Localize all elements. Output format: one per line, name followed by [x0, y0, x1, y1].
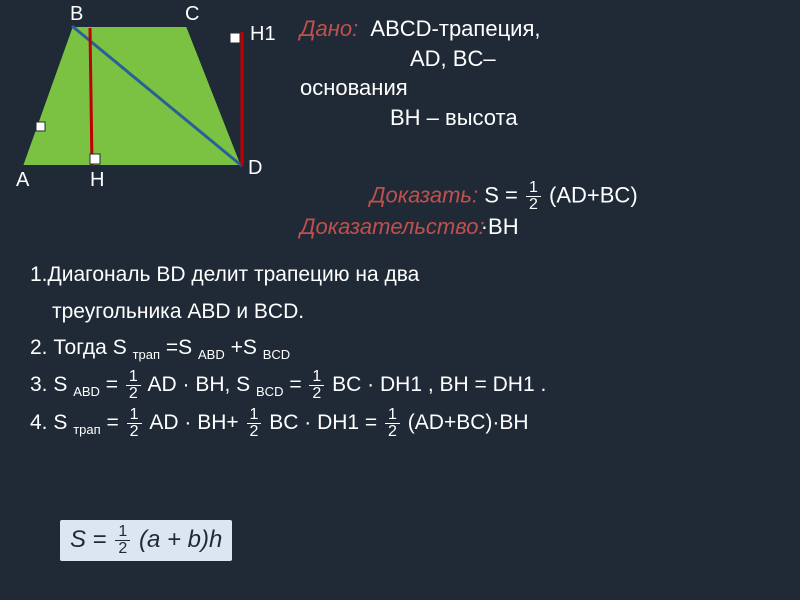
- s2s2: ABD: [198, 347, 225, 362]
- s4e: (AD+BC)·BH: [408, 411, 529, 434]
- fn3: 1: [127, 407, 142, 424]
- svg-text:H: H: [90, 169, 104, 191]
- half-4c: 1 2: [385, 407, 400, 440]
- fd4: 2: [247, 424, 262, 440]
- proof-steps: 1.Диагональ BD делит трапецию на два тре…: [30, 255, 770, 444]
- s3c: AD · BH, S: [147, 373, 250, 396]
- given-1: ABCD-трапеция,: [370, 16, 540, 41]
- s2a: 2. Тогда S: [30, 336, 127, 359]
- step1-a: 1.Диагональ BD делит трапецию на два: [30, 263, 419, 286]
- half-3a: 1 2: [126, 369, 141, 402]
- slide: ABCDHH1 Дано: ABCD-трапеция, AD, BC– осн…: [0, 0, 800, 600]
- s2c: +S: [231, 336, 257, 359]
- s4c: AD · BH+: [149, 411, 238, 434]
- fn2: 1: [309, 369, 324, 386]
- s3s2: BCD: [256, 385, 283, 400]
- formula-box: S = 1 2 (a + b)h: [60, 520, 232, 561]
- s4d: BC · DH1 =: [269, 411, 377, 434]
- fn4: 1: [247, 407, 262, 424]
- fd3: 2: [127, 424, 142, 440]
- svg-text:B: B: [70, 6, 83, 25]
- trapezoid-diagram: A B C D H H1: [12, 6, 292, 206]
- step-1b: треугольника ABD и BCD.: [52, 296, 770, 329]
- svg-text:H1: H1: [250, 23, 276, 45]
- prove-eq-suffix: (AD+BC): [549, 182, 638, 207]
- given-3: основания: [300, 75, 408, 100]
- given-2: AD, BC–: [410, 46, 496, 71]
- s2s1: трап: [133, 347, 160, 362]
- s3d: =: [289, 373, 301, 396]
- half-formula: 1 2: [115, 524, 130, 557]
- step-4: 4. S трап = 1 2 AD · BH+ 1 2 BC · DH1 = …: [30, 407, 770, 440]
- fn5: 1: [385, 407, 400, 424]
- formula-rhs: (a + b)h: [139, 526, 222, 553]
- frac-num: 1: [526, 180, 541, 197]
- s4b: =: [107, 411, 119, 434]
- s3s1: ABD: [73, 385, 100, 400]
- fd5: 2: [385, 424, 400, 440]
- half-prove: 1 2: [526, 180, 541, 213]
- formula-lhs: S: [70, 526, 86, 553]
- step-1: 1.Диагональ BD делит трапецию на два: [30, 259, 770, 292]
- fn: 1: [126, 369, 141, 386]
- prove-eq-line2: ·BH: [481, 214, 519, 239]
- s2b: =S: [166, 336, 192, 359]
- half-3b: 1 2: [309, 369, 324, 402]
- proof-label: Доказательство:: [300, 214, 485, 239]
- step-3: 3. S ABD = 1 2 AD · BH, S BCD = 1 2 BC ·…: [30, 369, 770, 402]
- step-2: 2. Тогда S трап =S ABD +S BCD: [30, 332, 770, 365]
- svg-text:C: C: [185, 6, 199, 25]
- s3b: =: [106, 373, 118, 396]
- s4s1: трап: [73, 422, 100, 437]
- ffn: 1: [115, 524, 130, 541]
- svg-text:D: D: [248, 157, 262, 179]
- fd2: 2: [309, 386, 324, 402]
- given-4: BH – высота: [390, 105, 518, 130]
- svg-text:A: A: [16, 169, 30, 191]
- s3a: 3. S: [30, 373, 67, 396]
- half-4b: 1 2: [247, 407, 262, 440]
- step1-b: треугольника ABD и BCD.: [52, 300, 304, 323]
- s2s3: BCD: [263, 347, 290, 362]
- s4a: 4. S: [30, 411, 67, 434]
- prove-eq-prefix: S =: [484, 182, 518, 207]
- formula-eq: =: [93, 526, 107, 553]
- prove-label: Доказать:: [370, 182, 478, 207]
- given-label: Дано:: [300, 16, 358, 41]
- frac-den: 2: [526, 197, 541, 213]
- s3e: BC · DH1 , BH = DH1 .: [332, 373, 546, 396]
- ffd: 2: [115, 541, 130, 557]
- half-4a: 1 2: [127, 407, 142, 440]
- given-block: Дано: ABCD-трапеция, AD, BC– основания B…: [300, 14, 540, 133]
- fd: 2: [126, 386, 141, 402]
- prove-block: Доказать: S = 1 2 (AD+BC) Доказательство…: [300, 180, 638, 242]
